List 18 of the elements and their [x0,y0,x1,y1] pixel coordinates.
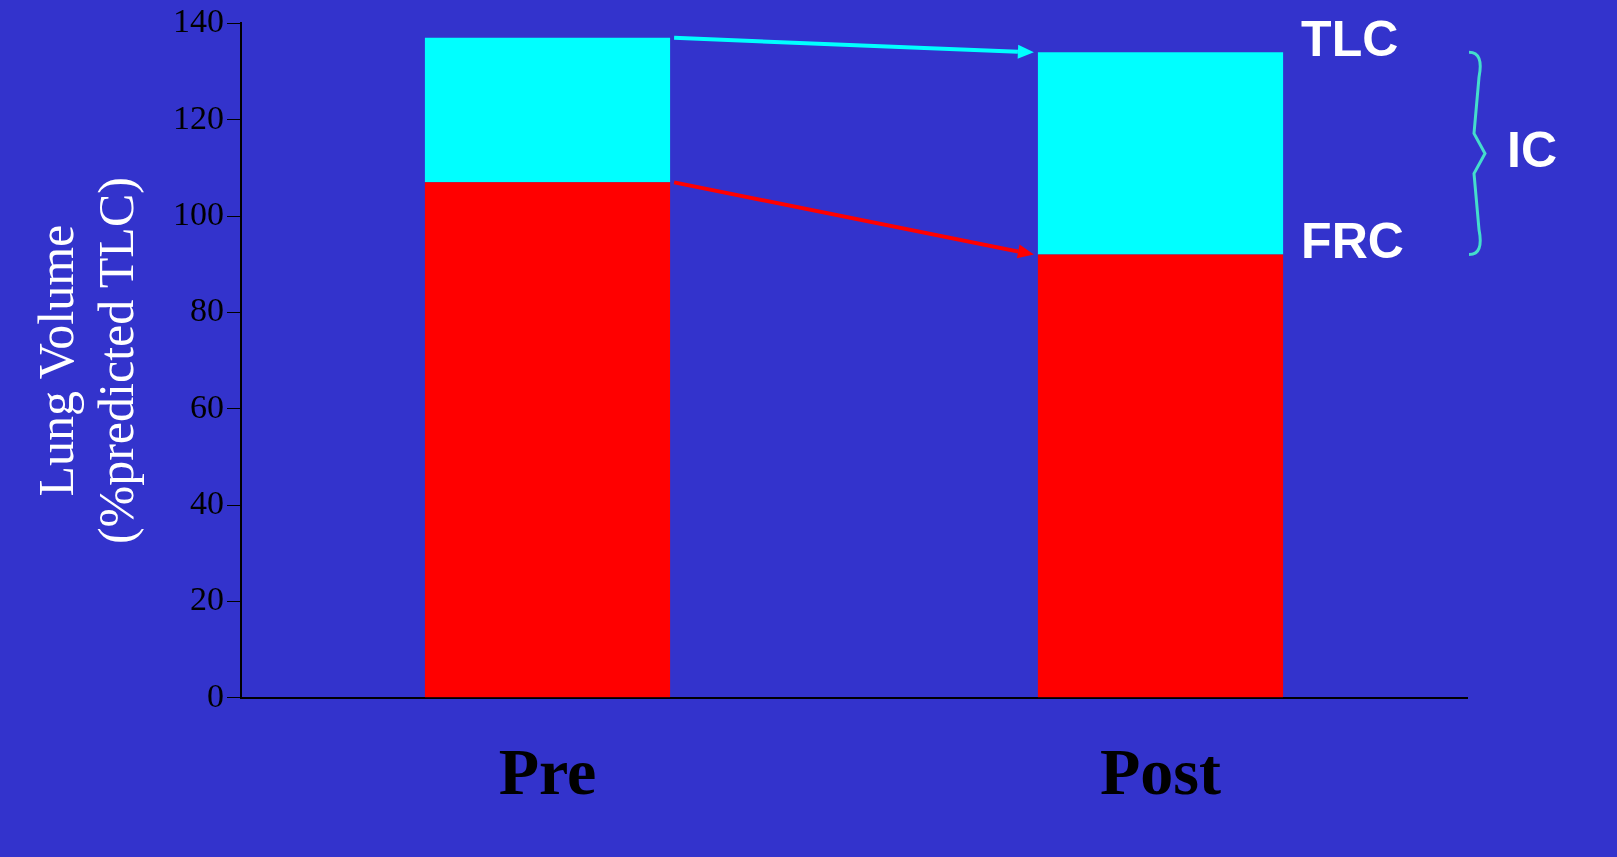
y-axis-title: Lung Volume (%predicted TLC) [28,177,145,545]
bar [1037,254,1284,698]
y-tick-label: 60 [190,387,224,425]
annotation: TLC [1301,11,1399,68]
y-tick-label: 20 [190,580,224,618]
bar [424,182,671,698]
y-tick-label: 80 [190,291,224,329]
bar [424,37,671,183]
x-tick-label: Pre [498,735,597,809]
bar [1037,52,1284,255]
annotation: FRC [1301,213,1404,270]
y-tick-label: 100 [173,195,224,233]
y-tick-label: 140 [173,2,224,40]
y-tick-label: 0 [207,676,224,714]
y-tick-label: 40 [190,484,224,522]
text: IC [1507,122,1557,179]
x-tick-label: Post [1100,735,1222,809]
y-tick-label: 120 [173,98,224,136]
